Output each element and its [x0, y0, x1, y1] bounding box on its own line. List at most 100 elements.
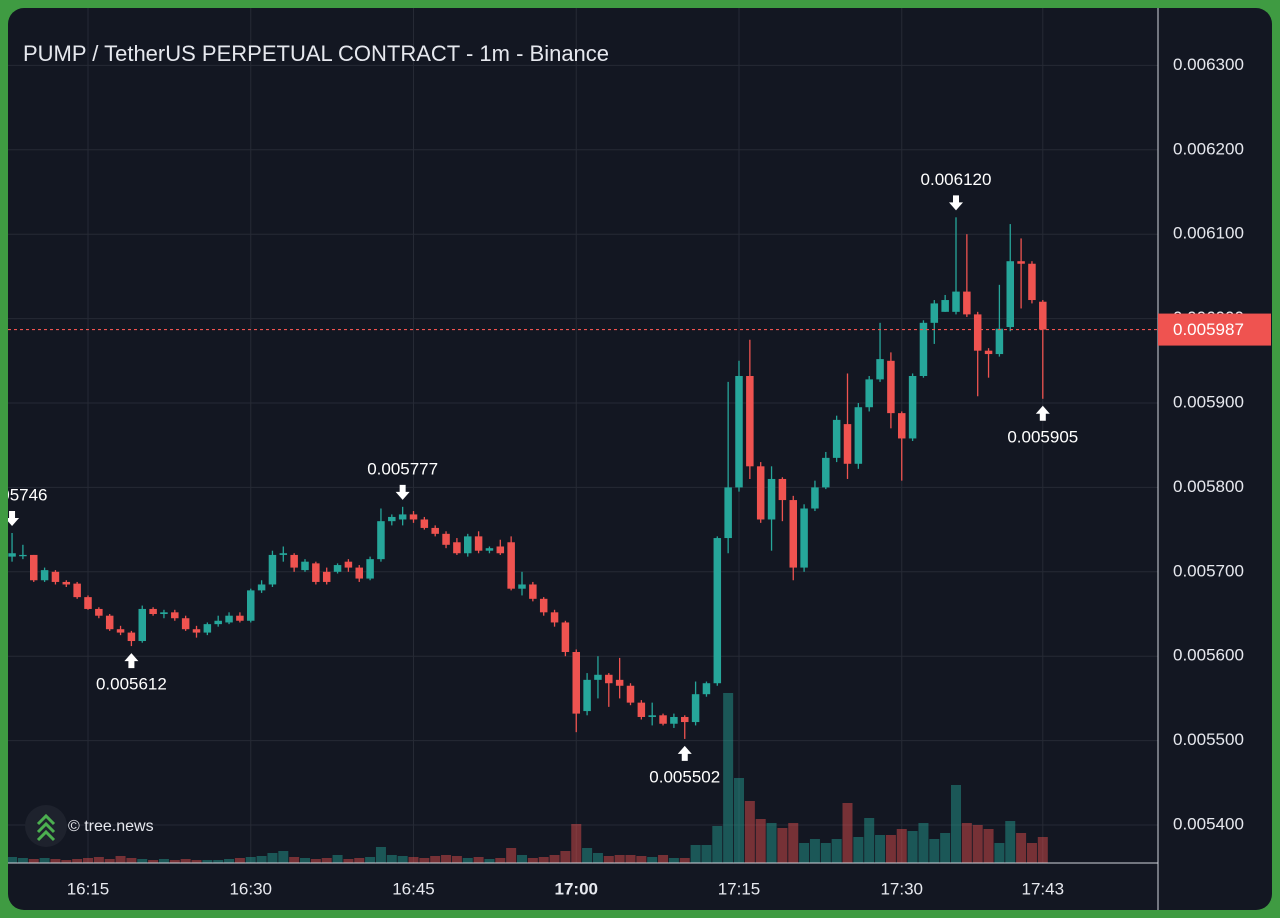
candle-body [746, 375, 754, 467]
y-tick-label: 0.005700 [1173, 561, 1244, 580]
volume-bar [527, 858, 538, 863]
high-label: 0.005746 [0, 485, 48, 504]
candle-body [192, 629, 201, 633]
candle-body [398, 514, 407, 520]
low-label: 0.005502 [649, 767, 720, 786]
volume-bar [191, 860, 202, 863]
candle-body [919, 322, 928, 376]
candle-body [822, 457, 830, 488]
volume-bar [951, 785, 961, 863]
volume-bar [701, 845, 712, 863]
volume-bar [875, 835, 886, 863]
volume-bar [571, 824, 582, 863]
candle-body [290, 554, 298, 568]
volume-bar [972, 825, 983, 863]
y-tick-label: 0.005800 [1173, 477, 1244, 496]
volume-bar [983, 829, 994, 863]
axes: 0.005400 0.005500 0.005600 0.005700 0.005800… [67, 55, 1271, 898]
volume-bar [28, 859, 39, 863]
x-tick-label: 17:15 [718, 879, 761, 898]
candle-body [572, 651, 580, 714]
volume-bar [39, 858, 50, 863]
candle-body [431, 527, 439, 534]
candle-body [876, 359, 884, 380]
candle-body [691, 694, 700, 723]
volume-bar [8, 857, 18, 863]
candle-body [898, 413, 906, 439]
volume-bar [918, 823, 929, 863]
volume-bar [104, 859, 115, 863]
candle-body [127, 632, 136, 642]
volume-bar [419, 858, 430, 863]
volume-bar [93, 857, 104, 863]
candle-body [681, 716, 689, 723]
candle-body [637, 702, 646, 717]
candle-body [952, 291, 960, 312]
volume-bar [430, 856, 441, 863]
candle-body [453, 542, 461, 554]
volume-bar [853, 837, 864, 863]
candle-body [908, 375, 917, 439]
candle-body [214, 620, 222, 625]
volume-bar [1005, 821, 1016, 863]
candle-body [1006, 261, 1014, 328]
candle-body [138, 608, 146, 642]
y-tick-label: 0.005500 [1173, 730, 1244, 749]
candle-body [811, 487, 819, 509]
candle-body [257, 584, 266, 591]
watermark-text: © tree.news [68, 818, 154, 835]
candle-body [8, 553, 16, 557]
volume-bar [137, 859, 148, 863]
candle-body [995, 328, 1004, 355]
candle-body [485, 548, 494, 551]
low-label: 0.005905 [1007, 427, 1078, 446]
y-tick-label: 0.005400 [1173, 815, 1244, 834]
candle-body [778, 478, 787, 501]
candle-body [670, 716, 678, 724]
candle-body [800, 508, 808, 568]
x-tick-label: 16:15 [67, 879, 110, 898]
candle-body [51, 571, 60, 582]
volume-bar [462, 858, 473, 863]
watermark-chevrons [36, 813, 56, 842]
candle-body [550, 612, 559, 623]
candle-body [344, 561, 353, 568]
candle-body [474, 536, 483, 551]
candle-body [626, 685, 635, 703]
candle-body [724, 487, 732, 539]
volume-bar [517, 855, 527, 863]
volume-bar [636, 856, 647, 863]
volume-bar [310, 859, 321, 863]
candle-body [464, 536, 472, 554]
x-tick-label: 16:30 [229, 879, 272, 898]
volume-bar [495, 858, 506, 863]
volume-bar [61, 860, 72, 863]
candle-body [561, 622, 570, 652]
candle-body [1028, 263, 1036, 301]
candle-body [225, 615, 233, 623]
candle-body [149, 608, 157, 615]
volume-bar [690, 845, 701, 863]
candle-body [659, 715, 667, 724]
candle-body [312, 563, 320, 582]
volume-bar [625, 855, 636, 863]
candle-body [1039, 301, 1047, 330]
x-tick-label: 17:30 [880, 879, 923, 898]
low-label: 0.005612 [96, 675, 167, 694]
candle-body [30, 554, 38, 581]
low-marker-arrow [677, 745, 692, 761]
high-marker-arrow [395, 484, 410, 500]
volume-bar [202, 860, 213, 863]
volume-bar [885, 835, 896, 863]
candle-body [496, 546, 505, 554]
volume-bar [484, 859, 495, 863]
candle-body [181, 618, 190, 630]
volume-bar [1037, 837, 1048, 863]
volume-bar [0, 855, 6, 863]
candle-body [420, 519, 429, 528]
candle-body [95, 608, 103, 616]
chart-title: PUMP / TetherUS PERPETUAL CONTRACT - 1m … [23, 41, 609, 66]
volume-bar [115, 856, 126, 863]
volume-bar [343, 859, 354, 863]
volume-bar [940, 833, 951, 863]
